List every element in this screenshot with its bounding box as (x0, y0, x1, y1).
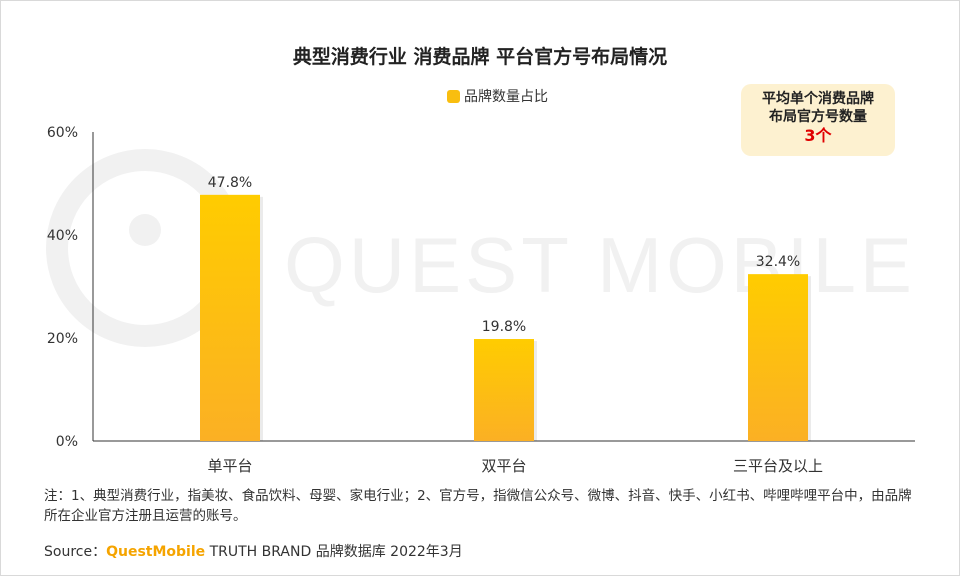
y-tick-label: 60% (47, 125, 78, 141)
data-label: 47.8% (208, 175, 252, 191)
x-tick-label: 三平台及以上 (733, 457, 823, 475)
callout-line-2: 布局官方号数量 (769, 109, 867, 125)
bar (748, 274, 808, 441)
source-rest: TRUTH BRAND 品牌数据库 2022年3月 (205, 544, 463, 560)
x-tick-label: 双平台 (481, 457, 526, 475)
bar (474, 339, 534, 441)
callout-line-1: 平均单个消费品牌 (762, 91, 874, 107)
data-label: 19.8% (482, 319, 526, 335)
x-tick-label: 单平台 (207, 457, 252, 475)
source-line: Source：QuestMobile TRUTH BRAND 品牌数据库 202… (44, 541, 463, 561)
summary-callout: 平均单个消费品牌 布局官方号数量 3个 (741, 84, 895, 156)
y-tick-label: 40% (47, 228, 78, 244)
source-prefix: Source： (44, 544, 107, 560)
legend: 品牌数量占比 (447, 86, 548, 106)
footnote: 注：1、典型消费行业，指美妆、食品饮料、母婴、家电行业；2、官方号，指微信公众号… (44, 488, 912, 524)
legend-label: 品牌数量占比 (464, 89, 548, 105)
y-tick-label: 0% (56, 434, 78, 450)
legend-swatch (447, 89, 460, 103)
y-tick-label: 20% (47, 331, 78, 347)
callout-value: 3个 (804, 126, 832, 145)
source-brand: QuestMobile (106, 544, 206, 560)
bar (200, 194, 260, 441)
chart-title: 典型消费行业 消费品牌 平台官方号布局情况 (292, 46, 668, 68)
data-label: 32.4% (756, 254, 800, 270)
